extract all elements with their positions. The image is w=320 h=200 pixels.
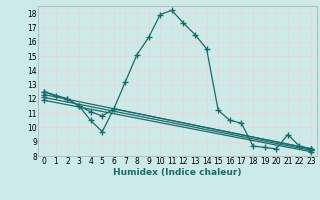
X-axis label: Humidex (Indice chaleur): Humidex (Indice chaleur): [113, 168, 242, 177]
